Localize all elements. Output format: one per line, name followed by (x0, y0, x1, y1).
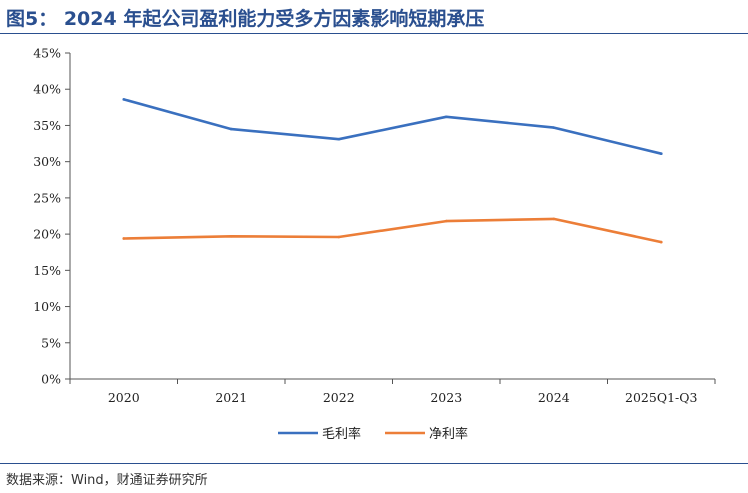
series-2-point (122, 237, 126, 240)
y-tick-label: 40% (33, 82, 61, 97)
source-note: 数据来源：Wind，财通证券研究所 (6, 473, 208, 488)
series-1-point (552, 126, 556, 129)
y-tick-label: 35% (33, 118, 61, 133)
series-line-2 (122, 217, 663, 244)
series-2-point (337, 235, 341, 239)
series-1-point (659, 152, 663, 155)
series-1-point (337, 137, 341, 141)
y-tick-label: 0% (41, 372, 61, 387)
x-tick-label: 2024 (538, 390, 570, 405)
x-tick-label: 2021 (215, 390, 247, 405)
y-tick-label: 10% (33, 299, 61, 314)
title-divider (0, 33, 748, 34)
series-2-point (552, 217, 556, 221)
series-2-point (444, 219, 448, 223)
chart-axes: 0% 5% 10% 15% 20% 25% 30% 35% 40% 45% 2020 2021 2022… (33, 46, 716, 405)
x-tick-label: 2022 (323, 390, 355, 405)
x-tick-label: 2025Q1-Q3 (625, 390, 697, 405)
series-2-point (659, 240, 663, 244)
series-1-point (229, 127, 233, 131)
source-divider (0, 463, 748, 464)
figure-title: 图5： 2024 年起公司盈利能力受多方因素影响短期承压 (6, 8, 485, 30)
series-2-point (229, 234, 233, 238)
y-tick-label: 25% (33, 190, 61, 205)
legend-label-2: 净利率 (429, 426, 468, 442)
chart-series (122, 98, 663, 244)
series-1-point (122, 98, 126, 101)
series-line-1 (122, 98, 663, 155)
y-tick-label: 20% (33, 227, 61, 242)
y-tick-label: 15% (33, 263, 61, 278)
y-tick-label: 5% (41, 335, 61, 350)
y-tick-label: 45% (33, 46, 61, 61)
chart-legend: 毛利率 净利率 (278, 426, 468, 442)
legend-label-1: 毛利率 (322, 426, 361, 442)
y-tick-label: 30% (33, 154, 61, 169)
x-tick-label: 2020 (108, 390, 140, 405)
x-tick-label: 2023 (430, 390, 462, 405)
series-1-point (444, 115, 448, 119)
